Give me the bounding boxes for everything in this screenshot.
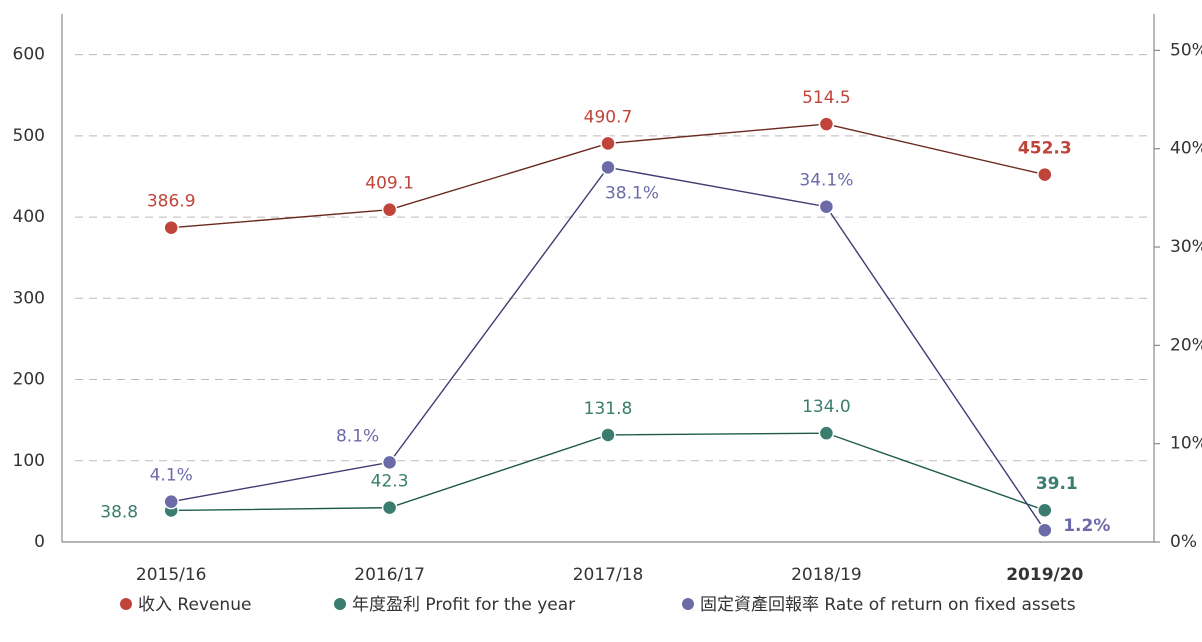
- value-label: 452.3: [1018, 139, 1072, 159]
- series-line: [171, 432, 1046, 512]
- value-label: 134.0: [802, 397, 851, 417]
- legend-label: 固定資產回報率 Rate of return on fixed assets: [700, 595, 1076, 615]
- point: [600, 427, 616, 443]
- value-label: 4.1%: [150, 466, 193, 486]
- point: [381, 201, 398, 218]
- y2-tick-label: 10%: [1170, 434, 1202, 454]
- x-tick-label: 2019/20: [1006, 565, 1083, 585]
- y-tick-label: 0: [34, 532, 45, 552]
- point: [818, 198, 835, 215]
- point: [1037, 166, 1053, 183]
- value-label: 514.5: [802, 88, 851, 108]
- point: [381, 454, 398, 471]
- legend-marker: [334, 598, 346, 610]
- value-label: 490.7: [584, 107, 633, 127]
- y-tick-label: 100: [13, 451, 45, 471]
- y-tick-label: 500: [13, 126, 45, 146]
- y-tick-label: 600: [13, 45, 45, 65]
- point: [600, 159, 616, 176]
- y2-tick-label: 30%: [1170, 237, 1202, 257]
- legend-marker: [120, 598, 132, 610]
- series-line: [171, 166, 1046, 531]
- value-label: 409.1: [365, 174, 414, 194]
- y2-tick-label: 0%: [1170, 532, 1197, 552]
- y-tick-label: 300: [13, 288, 45, 308]
- value-label: 8.1%: [336, 426, 379, 446]
- x-tick-label: 2015/16: [136, 565, 207, 585]
- legend-marker: [682, 598, 694, 610]
- value-label: 131.8: [584, 399, 633, 419]
- point: [818, 425, 835, 441]
- value-label: 34.1%: [799, 171, 853, 191]
- x-tick-label: 2018/19: [791, 565, 862, 585]
- value-label: 1.2%: [1063, 516, 1110, 536]
- value-label: 386.9: [147, 192, 196, 212]
- y2-tick-label: 20%: [1170, 335, 1202, 355]
- legend-label: 年度盈利 Profit for the year: [352, 595, 575, 615]
- y-tick-label: 400: [13, 207, 45, 227]
- x-tick-label: 2017/18: [573, 565, 644, 585]
- value-label: 38.1%: [605, 183, 659, 203]
- y2-tick-label: 50%: [1170, 40, 1202, 60]
- point: [600, 135, 616, 152]
- point: [163, 493, 179, 510]
- value-label: 42.3: [371, 472, 409, 492]
- y-tick-label: 200: [13, 370, 45, 390]
- point: [1037, 522, 1053, 538]
- x-tick-label: 2016/17: [354, 565, 425, 585]
- point: [818, 116, 835, 132]
- point: [1037, 502, 1053, 518]
- point: [163, 219, 179, 236]
- point: [381, 499, 398, 516]
- value-label: 38.8: [100, 502, 138, 522]
- value-label: 39.1: [1036, 474, 1078, 494]
- legend-label: 收入 Revenue: [138, 595, 251, 615]
- y2-tick-label: 40%: [1170, 139, 1202, 159]
